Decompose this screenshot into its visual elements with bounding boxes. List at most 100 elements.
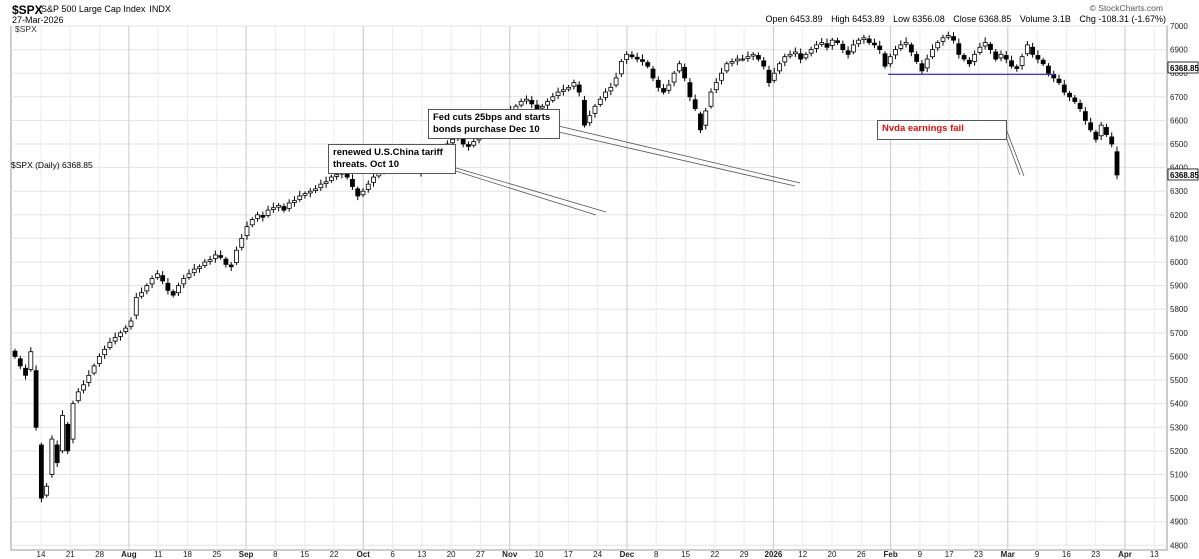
candle-body — [365, 183, 371, 190]
candle-body — [645, 62, 651, 67]
candle-body — [249, 219, 255, 226]
candle-body — [724, 63, 730, 72]
annotation-tariff: renewed U.S.China tariff threats. Oct 10 — [328, 144, 456, 174]
candle-body — [856, 39, 862, 45]
candle-body — [49, 438, 55, 475]
x-tick-label: 12 — [798, 550, 807, 559]
candle-body — [982, 42, 988, 47]
candle-body — [1056, 78, 1062, 84]
candle-body — [898, 44, 904, 49]
candle-body — [819, 42, 825, 45]
candle-body — [961, 55, 967, 60]
candle-body — [144, 285, 150, 292]
candle-body — [966, 59, 972, 65]
y-tick-label: 5400 — [1170, 400, 1188, 409]
candle-body — [850, 44, 856, 53]
candle-body — [893, 49, 898, 56]
candle-body — [1098, 124, 1104, 137]
ohlc-stats: Open 6453.89 High 6453.89 Low 6356.08 Cl… — [759, 14, 1166, 24]
candle-body — [808, 49, 814, 54]
candle-body — [518, 101, 524, 106]
annotation-tariff-text: renewed U.S.China tariff threats. Oct 10 — [333, 147, 443, 170]
candle-body — [1003, 55, 1009, 60]
candle-body — [908, 44, 914, 53]
candle-body — [571, 82, 577, 87]
candle-body — [687, 82, 693, 98]
y-tick-label: 4800 — [1170, 541, 1188, 550]
candle-body — [745, 56, 751, 59]
candle-body — [471, 141, 477, 146]
x-tick-label: 26 — [857, 550, 866, 559]
candle-body — [1030, 46, 1036, 55]
y-tick-label: 5800 — [1170, 305, 1188, 314]
candle-body — [887, 56, 893, 65]
x-tick-label: Dec — [620, 550, 635, 559]
candle-body — [582, 99, 587, 126]
candle-body — [197, 266, 202, 269]
x-tick-label: Mar — [1001, 550, 1015, 559]
candle-body — [466, 144, 471, 147]
candle-body — [866, 38, 872, 43]
candle-body — [70, 403, 76, 440]
candle-body — [597, 98, 603, 105]
candle-body — [334, 174, 340, 177]
candle-body — [1024, 44, 1030, 55]
x-tick-label: 21 — [66, 550, 75, 559]
x-tick-label: 16 — [1062, 550, 1071, 559]
candle-body — [181, 278, 187, 285]
candle-body — [734, 58, 740, 62]
sub-ticker: $SPX — [15, 24, 37, 34]
candle-body — [624, 53, 630, 61]
x-tick-label: 24 — [593, 550, 602, 559]
candle-body — [460, 138, 466, 145]
x-tick-label: 13 — [417, 550, 426, 559]
candle-body — [608, 86, 614, 92]
x-tick-label: Nov — [502, 550, 518, 559]
candle-body — [977, 46, 983, 53]
candle-body — [54, 444, 60, 464]
y-tick-label: 6600 — [1170, 116, 1188, 125]
candle-body — [202, 261, 208, 266]
candle-body — [814, 44, 819, 49]
candle-body — [998, 53, 1004, 59]
candle-body — [972, 53, 978, 62]
candle-body — [782, 56, 788, 63]
x-tick-label: Apr — [1118, 550, 1132, 559]
header-price-tag-box — [1167, 61, 1199, 74]
candle-body — [956, 43, 962, 55]
last-price-tag: 6368.85 — [1170, 171, 1199, 180]
close-label: Close — [953, 14, 977, 24]
open-label: Open — [765, 14, 788, 24]
candle-body — [861, 37, 867, 40]
candle-body — [328, 176, 334, 182]
candle-body — [824, 43, 830, 48]
chart-date: 27-Mar-2026 — [12, 15, 64, 25]
x-tick-label: 27 — [476, 550, 485, 559]
x-tick-label: 8 — [273, 550, 278, 559]
candle-body — [872, 42, 877, 46]
candle-body — [302, 193, 308, 196]
candle-body — [708, 91, 714, 107]
y-tick-label: 6000 — [1170, 258, 1188, 267]
chg-value: -108.31 (-1.67%) — [1098, 14, 1166, 24]
x-tick-label: Sep — [239, 550, 254, 559]
annotation-leader — [549, 129, 796, 187]
candle-body — [613, 77, 619, 86]
y-tick-label: 6200 — [1170, 211, 1188, 220]
candle-body — [371, 176, 376, 183]
x-tick-label: 23 — [974, 550, 983, 559]
candle-body — [1082, 111, 1088, 121]
candle-body — [23, 367, 28, 376]
x-tick-label: 17 — [564, 550, 573, 559]
x-tick-label: Oct — [357, 550, 371, 559]
y-tick-label: 4900 — [1170, 518, 1188, 527]
candle-body — [993, 51, 999, 60]
candle-body — [286, 202, 292, 209]
candle-body — [112, 337, 118, 342]
candle-body — [176, 285, 181, 294]
candle-body — [835, 40, 840, 43]
candle-body — [1019, 56, 1025, 66]
candle-body — [313, 188, 318, 192]
candle-body — [587, 115, 593, 124]
close-value: 6368.85 — [978, 14, 1012, 24]
